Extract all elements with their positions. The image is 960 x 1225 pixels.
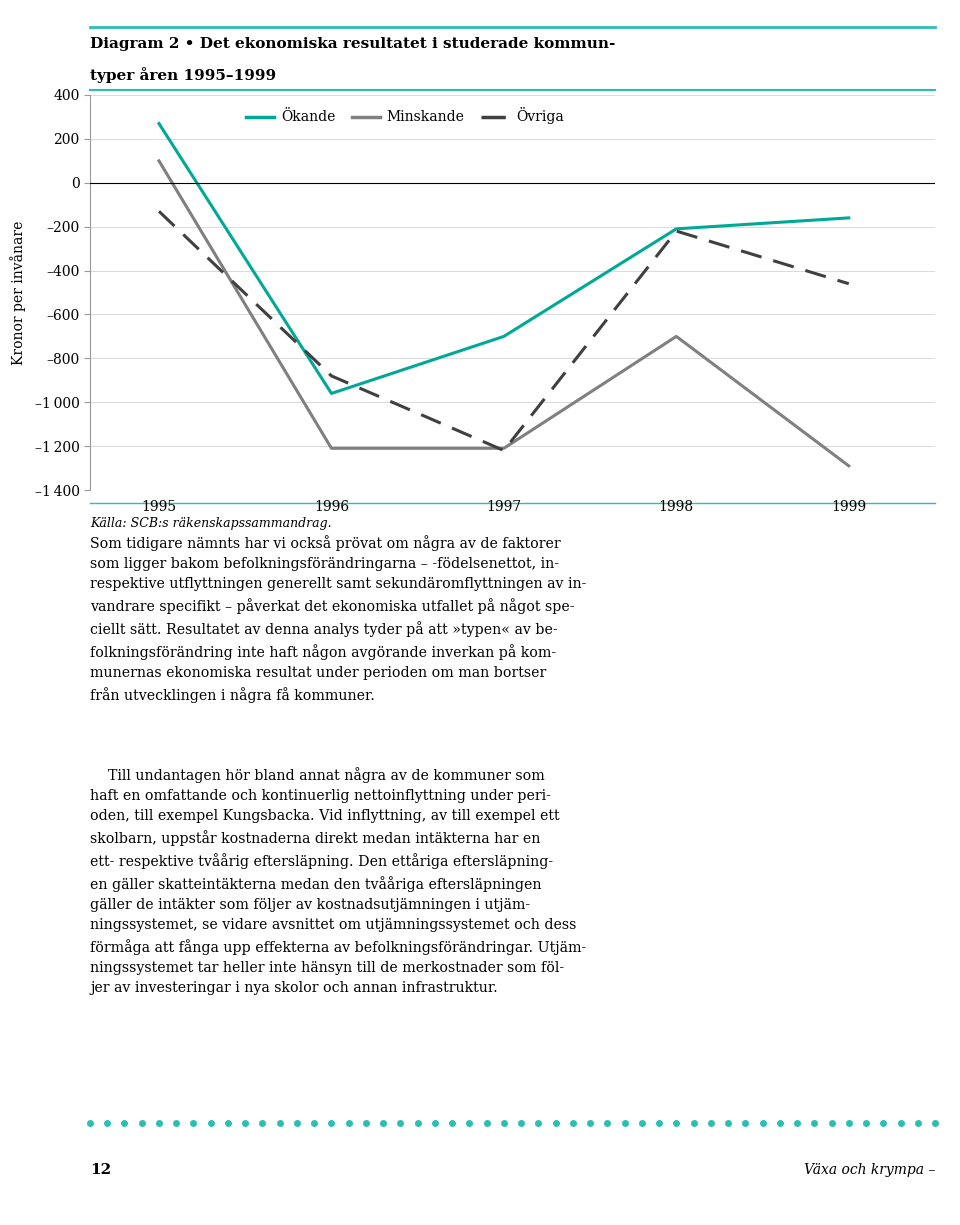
Text: Till undantagen hör bland annat några av de kommuner som
haft en omfattande och : Till undantagen hör bland annat några av… xyxy=(90,767,587,995)
Text: 12: 12 xyxy=(90,1163,111,1177)
Y-axis label: Kronor per invånare: Kronor per invånare xyxy=(11,220,26,365)
Text: Som tidigare nämnts har vi också prövat om några av de faktorer
som ligger bakom: Som tidigare nämnts har vi också prövat … xyxy=(90,535,587,703)
Text: Växa och krympa –: Växa och krympa – xyxy=(804,1163,935,1177)
Text: Källa: SCB:s räkenskapssammandrag.: Källa: SCB:s räkenskapssammandrag. xyxy=(90,517,331,530)
Legend: Ökande, Minskande, Övriga: Ökande, Minskande, Övriga xyxy=(241,102,569,130)
Text: Diagram 2 • Det ekonomiska resultatet i studerade kommun-: Diagram 2 • Det ekonomiska resultatet i … xyxy=(90,37,615,51)
Text: typer åren 1995–1999: typer åren 1995–1999 xyxy=(90,67,276,83)
